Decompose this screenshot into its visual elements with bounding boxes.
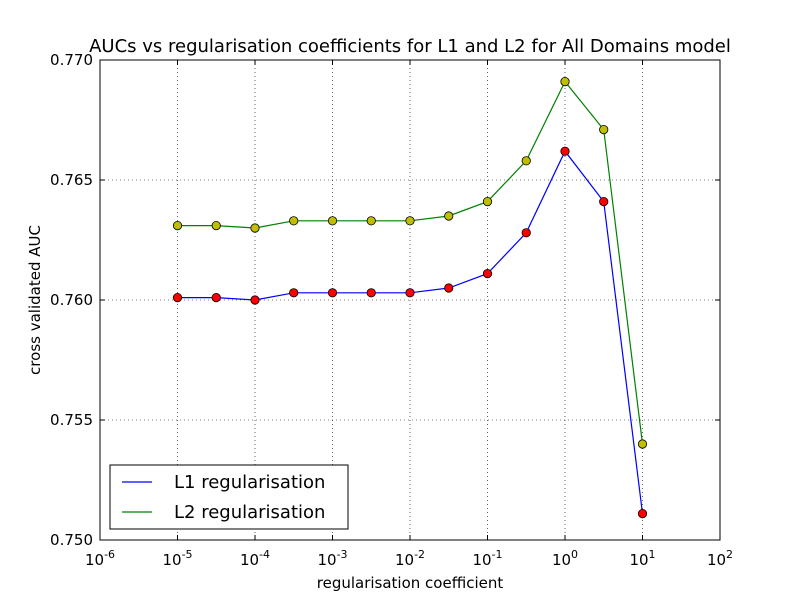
- x-axis-label: regularisation coefficient: [317, 574, 504, 592]
- series-1-point: [327, 288, 338, 298]
- series-2-point: [637, 439, 648, 449]
- x-tick-label: 10-4: [240, 548, 270, 569]
- y-tick-label: 0.755: [50, 411, 93, 429]
- series-1-point: [444, 283, 454, 293]
- chart-title: AUCs vs regularisation coefficients for …: [89, 36, 731, 57]
- series-2-point: [172, 221, 183, 231]
- series-2-point: [366, 216, 376, 226]
- series-layer: [172, 77, 648, 519]
- series-1-point: [482, 268, 493, 279]
- series-2-point: [405, 216, 415, 226]
- series-1-point: [250, 295, 260, 305]
- series-2-point: [444, 211, 454, 221]
- series-1-point: [405, 288, 415, 298]
- series-2-point: [289, 216, 299, 226]
- x-tick-label: 101: [629, 548, 655, 569]
- legend: L1 regularisation L2 regularisation: [109, 464, 349, 530]
- series-2-point: [327, 216, 338, 226]
- series-1-point: [172, 292, 183, 303]
- x-tick-label: 100: [552, 548, 578, 569]
- x-tick-label: 102: [707, 548, 733, 569]
- series-1-point: [599, 197, 609, 207]
- series-1-point: [366, 288, 376, 298]
- series-2-point: [560, 77, 570, 87]
- legend-label-2: L2 regularisation: [174, 502, 325, 523]
- legend-box: [109, 464, 349, 530]
- series-2-point: [521, 156, 531, 166]
- x-tick-label: 10-3: [317, 548, 347, 569]
- x-tick-label: 10-2: [395, 548, 425, 569]
- series-2-point: [250, 223, 260, 233]
- y-axis-label: cross validated AUC: [26, 225, 44, 375]
- x-tick-label: 10-5: [162, 548, 192, 569]
- axis-ticks: 10-6 10-5 10-4 10-3 10-2 10-1 100 101 102 0.750 0.…: [50, 51, 733, 569]
- series-2-point: [482, 197, 493, 207]
- series-1-point: [637, 508, 648, 519]
- series-1-point: [289, 288, 299, 298]
- y-tick-label: 0.765: [50, 171, 93, 189]
- x-tick-label: 10-1: [472, 548, 502, 569]
- y-tick-label: 0.760: [50, 291, 93, 309]
- y-tick-label: 0.750: [50, 531, 93, 549]
- series-1-point: [560, 146, 570, 156]
- x-tick-label: 10-6: [85, 548, 115, 569]
- series-2-point: [599, 125, 609, 135]
- series-1-point: [521, 228, 531, 238]
- legend-label-1: L1 regularisation: [174, 472, 325, 493]
- y-tick-label: 0.770: [50, 51, 93, 69]
- series-2-point: [211, 221, 221, 231]
- series-1-point: [211, 292, 221, 303]
